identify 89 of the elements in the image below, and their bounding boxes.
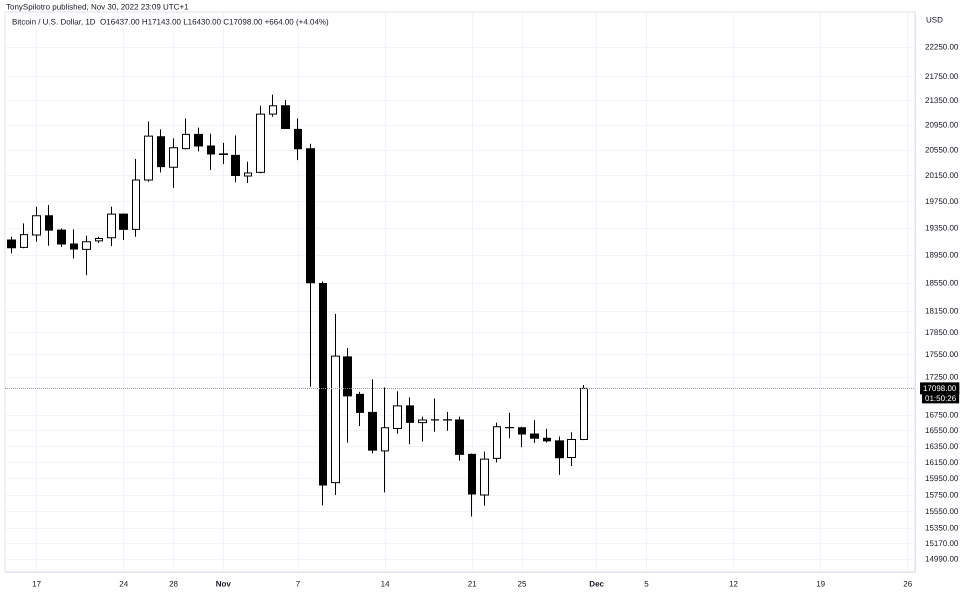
candlestick [555,436,564,476]
y-tick-label: 20150.00 [925,171,959,180]
candlestick [319,280,327,506]
y-tick-label: 16750.00 [925,410,959,420]
y-tick-label: 18150.00 [925,306,959,316]
y-tick-label: 15550.00 [925,506,959,516]
y-tick-label: 15750.00 [925,490,959,500]
candlestick [530,420,539,444]
candlestick [431,398,439,432]
candlestick [331,313,340,496]
x-tick-label: 24 [119,580,129,588]
candlestick [418,416,427,442]
x-tick-label: Dec [589,580,605,588]
candlestick [231,134,240,183]
candlestick [169,138,178,188]
y-tick-label: 17550.00 [925,350,959,360]
y-tick-label: 18950.00 [925,250,959,260]
candlestick [443,411,452,432]
candlestick [543,428,551,443]
candlestick [493,422,501,463]
x-tick-label: 5 [644,580,650,588]
candlestick [518,426,526,448]
candlestick [580,384,588,441]
candlestick [343,347,352,444]
y-tick-label: 15170.00 [925,538,959,548]
y-tick-label: 14990.00 [925,554,959,564]
candlestick [132,158,140,238]
y-axis-title: USD [926,16,944,24]
candlestick [406,396,414,445]
x-tick-label: 19 [816,580,826,588]
y-tick-label: 17250.00 [925,372,959,382]
candlestick [157,128,165,173]
candlestick [281,100,290,130]
candlestick [119,212,128,241]
candlestick [381,387,389,493]
x-tick-label: 21 [468,580,478,588]
candlestick [182,118,190,150]
candlestick [269,94,277,118]
candlestick [70,228,78,259]
candlestick [468,453,476,517]
y-tick-label: 15350.00 [925,524,959,533]
candlestick [306,143,315,388]
chart-title: TonySpilotro published, Nov 30, 2022 23:09 UTC+1 [6,2,190,12]
text: Bitcoin / U.S. Dollar, 1D O16437.00 H17143.00 L16430.00 C17098.00 +664.00 (+4.04%) [12,18,329,26]
y-tick-label: 20950.00 [925,120,959,130]
candlestick [480,451,489,506]
y-tick-label: 21350.00 [925,96,959,106]
ref-line-label: 17098.00 [923,384,957,393]
y-tick-label: 20550.00 [925,146,959,155]
y-tick-label: 21750.00 [925,72,959,82]
x-tick-label: 12 [729,580,739,588]
candlestick [144,121,153,182]
candlestick [244,161,252,184]
candlestick [505,412,514,439]
candlestick [32,206,41,242]
y-tick-label: 18550.00 [925,278,959,288]
candlestick [107,206,116,247]
x-tick-label: 7 [296,580,301,588]
candlestick [567,432,576,466]
candlestick [368,378,377,454]
y-tick-label: 16150.00 [925,458,959,467]
y-tick-label: 19750.00 [925,197,959,206]
candlestick [219,142,228,165]
text: 01:50:26 [925,394,957,403]
candlestick [7,236,16,254]
x-tick-label: 17 [32,580,42,588]
candlestick [82,235,91,276]
candlestick [256,105,265,174]
candlestick [393,390,402,434]
y-tick-label: 16550.00 [925,426,959,436]
y-tick-label: 17850.00 [925,328,959,338]
x-tick-label: 28 [169,580,179,588]
x-tick-label: 14 [380,580,390,588]
candlestick [294,118,302,161]
y-tick-label: 15950.00 [925,474,959,484]
candlestick [45,204,53,246]
candlestick [20,222,28,249]
y-tick-label: 16350.00 [925,442,959,451]
candlestick [455,416,464,462]
candlestick [95,236,103,244]
x-tick-label: 25 [518,580,527,588]
x-tick-label: 26 [903,580,913,588]
candlestick [356,391,364,426]
y-tick-label: 19350.00 [925,224,959,233]
candlestick [207,133,215,171]
y-tick-label: 22250.00 [925,42,959,52]
candlestick [57,228,66,248]
candlestick [194,127,203,152]
x-tick-label: Nov [216,580,232,588]
